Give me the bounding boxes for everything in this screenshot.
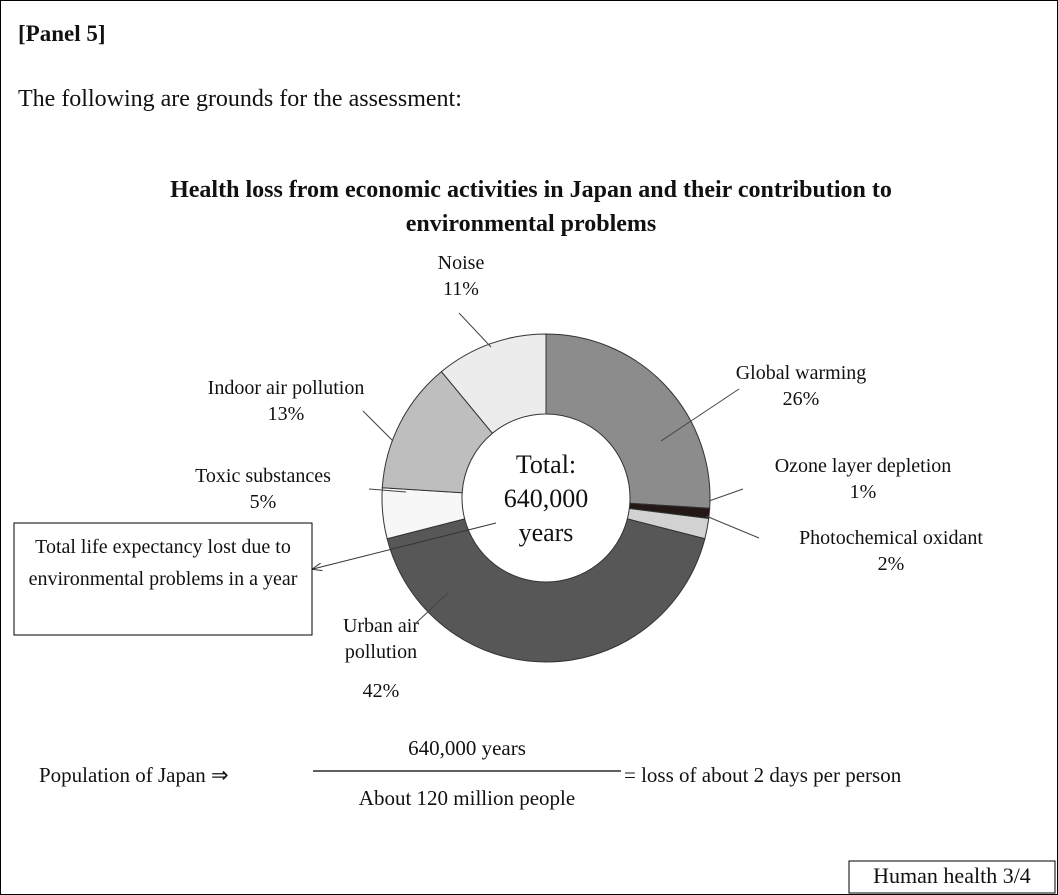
leader-line (458, 312, 492, 348)
slice-value: 42% (362, 680, 400, 702)
slice-name: Indoor air pollution (207, 377, 365, 399)
slice (545, 333, 711, 509)
intro-text: The following are grounds for the assess… (18, 86, 462, 112)
slice-value: 11% (443, 278, 479, 300)
slice-value: 13% (267, 403, 305, 425)
callout-text: Total life expectancy lost due to enviro… (28, 536, 298, 590)
slice-value: 26% (782, 388, 820, 410)
center-label: Total: 640,000 years (503, 450, 589, 547)
slice-name: Urban air pollution (342, 615, 420, 663)
chart-title: Health loss from economic activities in … (170, 177, 892, 237)
formula-right: = loss of about 2 days per person (624, 763, 902, 787)
leader-line (362, 410, 394, 442)
leader-line (415, 592, 449, 624)
callout-box (13, 522, 313, 636)
formula-denominator: About 120 million people (358, 786, 576, 810)
panel-label: [Panel 5] (18, 21, 106, 46)
slice-value: 2% (877, 553, 905, 575)
slice-name: Photochemical oxidant (799, 527, 983, 549)
formula-left: Population of Japan ⇒ (39, 763, 229, 787)
slice-value: 1% (849, 481, 877, 503)
leader-line (368, 488, 407, 493)
slice (440, 333, 547, 434)
slice (386, 518, 706, 663)
leader-line (660, 388, 740, 442)
formula-numerator: 640,000 years (408, 736, 526, 760)
leader-line (705, 515, 760, 539)
footer: Human health 3/4 (873, 863, 1031, 888)
callout-arrow (313, 522, 497, 569)
leader-line (708, 488, 744, 502)
footer-box (848, 860, 1056, 894)
slice-name: Noise (437, 252, 485, 274)
slice-value: 5% (249, 491, 277, 513)
slice-name: Ozone layer depletion (774, 455, 952, 477)
slice-name: Global warming (735, 362, 867, 384)
slice-name: Toxic substances (195, 465, 331, 487)
